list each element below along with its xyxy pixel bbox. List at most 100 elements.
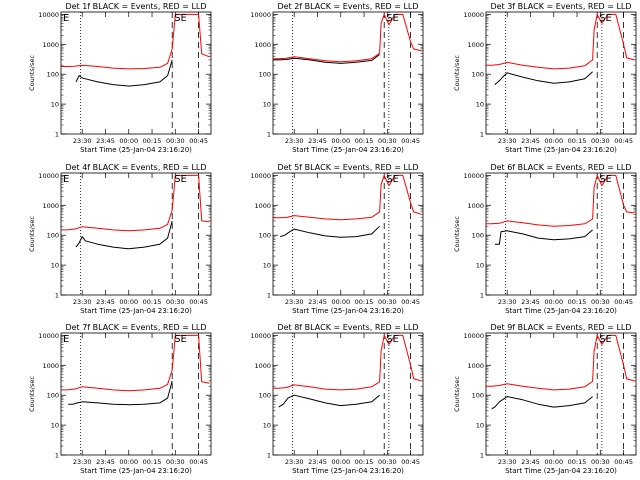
y-tick-label: 10000 [250, 332, 271, 340]
y-tick-label: 10000 [250, 11, 271, 19]
x-tick-label: 23:45 [96, 137, 115, 145]
corner-label-se: SE [386, 334, 399, 345]
plot-frame [485, 172, 637, 296]
plot-frame [60, 172, 212, 296]
events-series-line [75, 220, 173, 250]
y-tick-label: 10000 [463, 11, 484, 19]
y-tick-label: 1 [55, 131, 59, 139]
x-tick-label: 00:15 [355, 137, 374, 145]
x-tick-label: 23:30 [285, 458, 304, 466]
y-tick-label: 100 [259, 71, 271, 79]
corner-label-se: SE [174, 13, 187, 24]
x-tick-label: 00:15 [355, 298, 374, 306]
panel-title: Det 7f BLACK = Events, RED = LLD [65, 323, 206, 332]
y-tick-label: 1000 [254, 41, 271, 49]
lld-series-line [61, 13, 210, 70]
events-series-line [68, 380, 173, 406]
panel-det-4: Det 4f BLACK = Events, RED = LLD 1 10 100 10… [28, 163, 212, 315]
x-tick-label: 00:00 [119, 458, 138, 466]
x-tick-label: 23:30 [73, 298, 92, 306]
x-tick-label: 00:45 [401, 458, 420, 466]
panel-title: Det 4f BLACK = Events, RED = LLD [65, 163, 206, 172]
x-tick-label: 00:00 [119, 298, 138, 306]
corner-label-se: SE [174, 334, 187, 345]
panel-det-6: Det 6f BLACK = Events, RED = LLD 1 10 100 10… [453, 163, 637, 315]
x-tick-label: 00:00 [331, 137, 350, 145]
x-tick-label: 00:15 [568, 137, 587, 145]
events-series-line [273, 54, 380, 64]
y-tick-label: 1000 [42, 41, 59, 49]
x-axis-label: Start Time (25-Jan-04 23:16:20) [505, 146, 617, 154]
x-axis-label: Start Time (25-Jan-04 23:16:20) [292, 467, 404, 475]
y-tick-label: 10 [476, 422, 484, 430]
x-tick-label: 00:30 [591, 298, 610, 306]
lld-series-line [61, 334, 210, 392]
x-tick-label: 23:45 [521, 137, 540, 145]
corner-label-se: SE [599, 13, 612, 24]
plot-frame [272, 11, 424, 135]
x-tick-label: 23:30 [498, 298, 517, 306]
x-tick-label: 23:45 [96, 298, 115, 306]
corner-label-e: E [63, 174, 69, 185]
x-tick-label: 00:45 [614, 458, 633, 466]
x-axis-label: Start Time (25-Jan-04 23:16:20) [505, 307, 617, 315]
corner-label-se: SE [599, 334, 612, 345]
y-tick-label: 10 [51, 101, 59, 109]
x-tick-label: 00:45 [614, 137, 633, 145]
x-tick-label: 00:15 [568, 458, 587, 466]
events-series-line [491, 396, 593, 410]
y-tick-label: 10 [263, 422, 271, 430]
y-tick-label: 1000 [467, 202, 484, 210]
y-tick-label: 1000 [467, 362, 484, 370]
x-tick-label: 00:00 [119, 137, 138, 145]
lld-series-line [273, 13, 422, 63]
y-tick-label: 1 [55, 292, 59, 300]
events-series-line [75, 59, 173, 87]
y-axis-label: Counts/sec [453, 55, 461, 91]
y-tick-label: 1000 [254, 202, 271, 210]
x-tick-label: 00:30 [166, 458, 185, 466]
x-tick-label: 00:45 [189, 298, 208, 306]
x-tick-label: 00:15 [355, 458, 374, 466]
plot-frame [60, 11, 212, 135]
x-tick-label: 00:30 [378, 298, 397, 306]
y-tick-label: 10000 [38, 332, 59, 340]
x-tick-label: 00:30 [378, 458, 397, 466]
x-tick-label: 00:30 [378, 137, 397, 145]
y-tick-label: 100 [259, 392, 271, 400]
panel-det-2: Det 2f BLACK = Events, RED = LLD 1 10 100 10… [250, 2, 424, 154]
panel-title: Det 2f BLACK = Events, RED = LLD [277, 2, 418, 11]
events-series-line [278, 394, 380, 408]
x-tick-label: 00:15 [143, 458, 162, 466]
panel-det-8: Det 8f BLACK = Events, RED = LLD 1 10 100 10… [250, 323, 424, 475]
y-tick-label: 1 [480, 452, 484, 460]
y-tick-label: 10 [51, 422, 59, 430]
y-tick-label: 100 [47, 232, 59, 240]
y-tick-label: 10 [476, 262, 484, 270]
y-tick-label: 1 [480, 131, 484, 139]
corner-label-se: SE [174, 174, 187, 185]
x-axis-label: Start Time (25-Jan-04 23:16:20) [505, 467, 617, 475]
x-tick-label: 00:00 [544, 298, 563, 306]
panel-det-7: Det 7f BLACK = Events, RED = LLD 1 10 100 10… [28, 323, 212, 475]
x-tick-label: 23:45 [308, 137, 327, 145]
corner-label-e: E [63, 334, 69, 345]
x-tick-label: 23:30 [285, 298, 304, 306]
lld-series-line [486, 174, 635, 227]
x-tick-label: 00:15 [143, 298, 162, 306]
x-tick-label: 00:30 [166, 137, 185, 145]
plot-frame [272, 172, 424, 296]
events-series-line [280, 225, 380, 238]
corner-label-se: SE [386, 174, 399, 185]
x-tick-label: 00:15 [143, 137, 162, 145]
panel-det-9: Det 9f BLACK = Events, RED = LLD 1 10 100 10… [453, 323, 637, 475]
y-axis-label: Counts/sec [453, 216, 461, 252]
events-series-line [494, 229, 593, 245]
x-axis-label: Start Time (25-Jan-04 23:16:20) [292, 307, 404, 315]
x-tick-label: 23:30 [498, 137, 517, 145]
x-tick-label: 23:45 [308, 458, 327, 466]
panel-title: Det 8f BLACK = Events, RED = LLD [277, 323, 418, 332]
x-tick-label: 23:30 [498, 458, 517, 466]
panel-det-1: Det 1f BLACK = Events, RED = LLD 1 10 100 10… [28, 2, 212, 154]
x-tick-label: 00:45 [189, 137, 208, 145]
